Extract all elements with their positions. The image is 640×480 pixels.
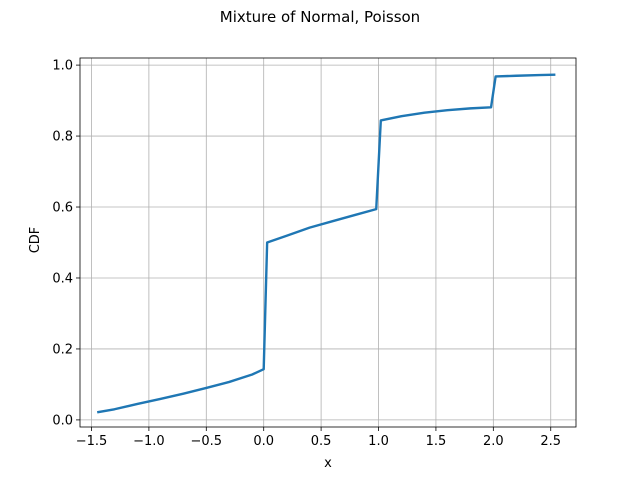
chart-title: Mixture of Normal, Poisson bbox=[220, 8, 420, 26]
y-tick-label: 0.6 bbox=[52, 201, 73, 216]
x-tick-label: −0.5 bbox=[191, 434, 223, 449]
x-tick-label: −1.5 bbox=[76, 434, 108, 449]
x-tick-label: 1.5 bbox=[426, 434, 447, 449]
x-tick-label: −1.0 bbox=[133, 434, 165, 449]
y-tick-label: 0.0 bbox=[52, 413, 73, 428]
x-tick-label: 0.0 bbox=[253, 434, 274, 449]
y-tick-label: 0.8 bbox=[52, 130, 73, 145]
plot-frame bbox=[79, 57, 577, 428]
y-tick-label: 0.2 bbox=[52, 342, 73, 357]
y-tick-label: 0.4 bbox=[52, 271, 73, 286]
grid-layer bbox=[80, 58, 576, 427]
ticks-layer: −1.5 −1.0 −0.5 0.0 0.5 1.0 1.5 2.0 2.5 0.0 0.2 0.4 0… bbox=[52, 59, 561, 449]
y-axis-label: CDF bbox=[28, 227, 43, 254]
x-axis-label: x bbox=[324, 456, 332, 471]
x-tick-label: 2.0 bbox=[483, 434, 504, 449]
cdf-series-line bbox=[96, 73, 556, 414]
x-tick-label: 1.0 bbox=[368, 434, 389, 449]
y-tick-label: 1.0 bbox=[52, 59, 73, 74]
series-layer bbox=[96, 73, 556, 414]
x-tick-label: 2.5 bbox=[540, 434, 561, 449]
x-tick-label: 0.5 bbox=[311, 434, 332, 449]
